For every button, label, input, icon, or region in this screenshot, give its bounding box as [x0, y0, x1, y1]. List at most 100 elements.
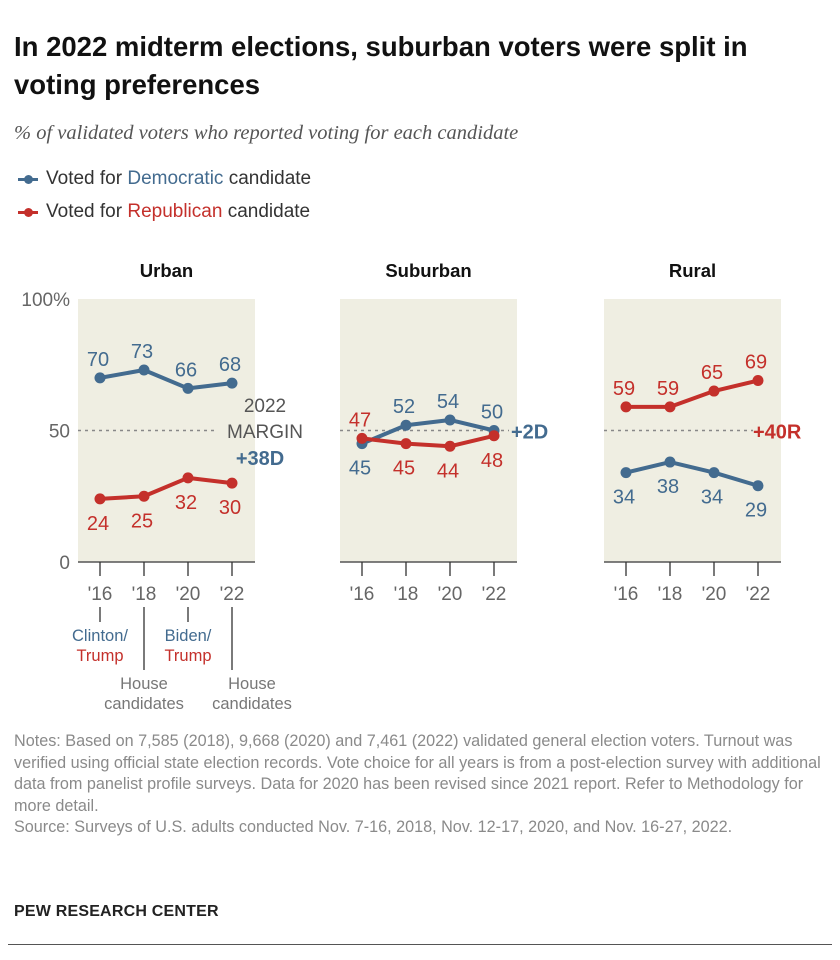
legend-text: Voted for: [46, 168, 128, 189]
notes: Notes: Based on 7,585 (2018), 9,668 (202…: [14, 731, 829, 839]
democratic-data-label: 52: [393, 396, 415, 418]
democratic-data-label: 29: [745, 500, 767, 522]
republican-point: [138, 490, 150, 502]
panel-title: Rural: [669, 260, 716, 281]
democratic-line: [625, 460, 759, 488]
republican-data-label: 25: [131, 510, 153, 532]
x-tick-label: '18: [132, 584, 157, 605]
democratic-data-label: 66: [175, 359, 197, 381]
republican-point: [620, 401, 632, 413]
democratic-point: [444, 414, 456, 426]
annotation-label: candidates: [104, 695, 184, 713]
republican-point: [752, 375, 764, 387]
legend-text: candidate: [223, 168, 312, 189]
y-tick-label: 100%: [21, 290, 70, 311]
notes-text: Notes: Based on 7,585 (2018), 9,668 (202…: [14, 732, 821, 815]
y-tick-label: 0: [59, 553, 70, 574]
chart-subtitle: % of validated voters who reported votin…: [14, 122, 519, 144]
republican-point: [488, 430, 500, 442]
democratic-point: [182, 382, 194, 394]
republican-point: [400, 438, 412, 450]
republican-point: [664, 401, 676, 413]
democratic-data-label: 68: [219, 354, 241, 376]
legend-party: Republican: [127, 201, 223, 222]
legend-marker-republican: [18, 207, 38, 217]
democratic-point: [752, 480, 764, 492]
annotation-label: Trump: [76, 647, 123, 665]
chart-svg: 100% 50 0 Urban '16 '18 '20 '22 70 73 66 68 24 25 32 30…: [21, 260, 802, 713]
democratic-data-label: 45: [349, 458, 371, 480]
democratic-data-label: 50: [481, 402, 503, 424]
bottom-divider: [8, 944, 832, 945]
democratic-data-label: 34: [701, 487, 723, 509]
republican-line: [361, 433, 495, 449]
republican-point: [444, 440, 456, 452]
panel-title: Suburban: [385, 260, 471, 281]
annotation-label: Trump: [164, 647, 211, 665]
x-tick-label: '22: [220, 584, 245, 605]
margin-caption: 2022: [244, 396, 286, 417]
republican-point: [356, 432, 368, 444]
margin-value: +40R: [753, 422, 802, 444]
margin-value: +2D: [511, 422, 548, 444]
democratic-point: [620, 467, 632, 479]
republican-data-label: 48: [481, 450, 503, 472]
legend-party: Democratic: [127, 168, 224, 189]
chart-title: In 2022 midterm elections, suburban vote…: [14, 31, 748, 100]
panel-title: Urban: [140, 260, 193, 281]
x-tick-label: '20: [702, 584, 727, 605]
republican-data-label: 69: [745, 352, 767, 374]
annotation-label: Clinton/: [72, 627, 128, 645]
republican-data-label: 59: [657, 378, 679, 400]
democratic-data-label: 54: [437, 391, 459, 413]
democratic-point: [400, 419, 412, 431]
y-tick-label: 50: [49, 422, 70, 443]
margin-value: +38D: [236, 448, 284, 470]
legend-text: candidate: [222, 201, 311, 222]
source-text: Source: Surveys of U.S. adults conducted…: [14, 818, 733, 836]
x-tick-label: '16: [614, 584, 639, 605]
republican-data-label: 65: [701, 362, 723, 384]
x-tick-label: '22: [482, 584, 507, 605]
annotation-label: House: [120, 675, 168, 693]
x-tick-label: '18: [394, 584, 419, 605]
margin-caption: MARGIN: [227, 422, 303, 443]
annotation-label: candidates: [212, 695, 292, 713]
x-tick-label: '20: [176, 584, 201, 605]
republican-data-label: 47: [349, 409, 371, 431]
democratic-point: [708, 467, 720, 479]
democratic-point: [226, 377, 238, 389]
legend-republican: Voted for Republican candidate: [18, 201, 310, 223]
democratic-data-label: 38: [657, 476, 679, 498]
republican-point: [708, 385, 720, 397]
republican-data-label: 30: [219, 497, 241, 519]
republican-data-label: 32: [175, 492, 197, 514]
democratic-point: [664, 456, 676, 468]
republican-point: [182, 472, 194, 484]
x-tick-label: '18: [658, 584, 683, 605]
democratic-line: [361, 417, 495, 446]
legend-marker-democratic: [18, 174, 38, 184]
democratic-data-label: 70: [87, 349, 109, 371]
legend-text: Voted for: [46, 201, 128, 222]
democratic-data-label: 73: [131, 341, 153, 363]
republican-data-label: 44: [437, 460, 459, 482]
democratic-data-label: 34: [613, 487, 635, 509]
republican-line: [626, 378, 759, 409]
republican-data-label: 24: [87, 513, 109, 535]
democratic-point: [138, 364, 150, 376]
x-tick-label: '16: [350, 584, 375, 605]
republican-data-label: 59: [613, 378, 635, 400]
annotation-label: House: [228, 675, 276, 693]
republican-point: [94, 493, 106, 505]
democratic-point: [94, 372, 106, 384]
x-tick-label: '20: [438, 584, 463, 605]
x-tick-label: '16: [88, 584, 113, 605]
x-tick-label: '22: [746, 584, 771, 605]
democratic-line: [99, 368, 233, 391]
brand-label: PEW RESEARCH CENTER: [14, 903, 219, 920]
republican-data-label: 45: [393, 458, 415, 480]
annotation-label: Biden/: [165, 627, 212, 645]
republican-line: [99, 475, 233, 501]
